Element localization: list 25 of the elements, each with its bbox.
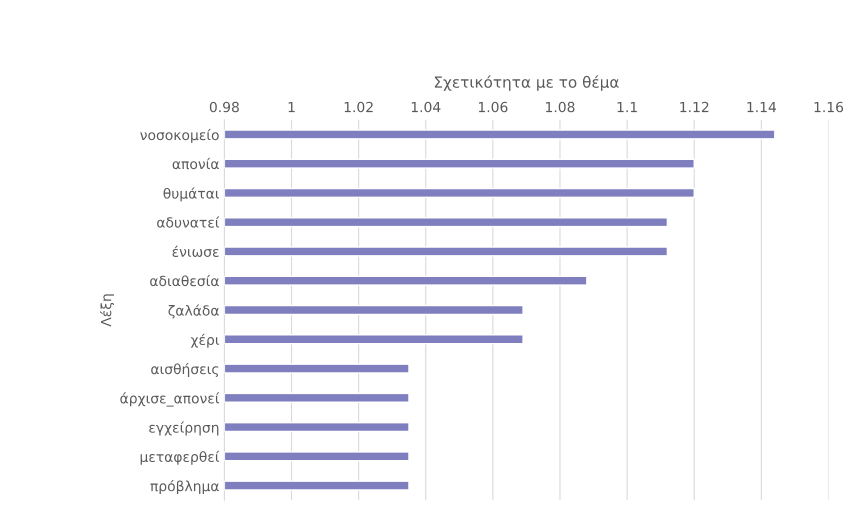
x-tick-label: 0.98 [210,102,239,112]
x-tick-label: 1.02 [344,102,373,112]
y-tick-label: ένιωσε [172,246,219,257]
y-tick-label: πρόβλημα [150,480,219,494]
x-tick-label: 1.12 [680,102,708,112]
y-tick-label: θυμάται [164,187,220,202]
y-tick-label: άρχισε_απονεί [120,392,220,407]
y-tick-label: αισθήσεις [151,362,218,377]
y-tick-label: εγχείρηση [149,421,218,436]
x-tick-label: 1.14 [747,102,776,112]
x-tick-label: 1.08 [546,102,575,112]
y-tick-label: ζαλάδα [168,304,219,318]
x-tick-label: 1 [288,102,295,112]
x-tick-label: 1.1 [618,102,637,112]
y-tick-label: νοσοκομείο [140,128,219,143]
y-tick-label: αδιαθεσία [150,274,219,286]
x-axis-title: Σχετικότητα με το θέμα [434,75,619,91]
x-tick-label: 1.16 [814,102,844,112]
y-tick-label: χέρι [190,334,220,348]
y-tick-label: απονία [172,158,219,170]
x-tick-label: 1.04 [412,102,440,112]
y-tick-label: μεταφερθεί [140,450,220,465]
x-tick-label: 1.06 [478,102,508,112]
y-tick-label: αδυνατεί [157,216,220,228]
y-axis-title: Λέξη [100,294,114,327]
